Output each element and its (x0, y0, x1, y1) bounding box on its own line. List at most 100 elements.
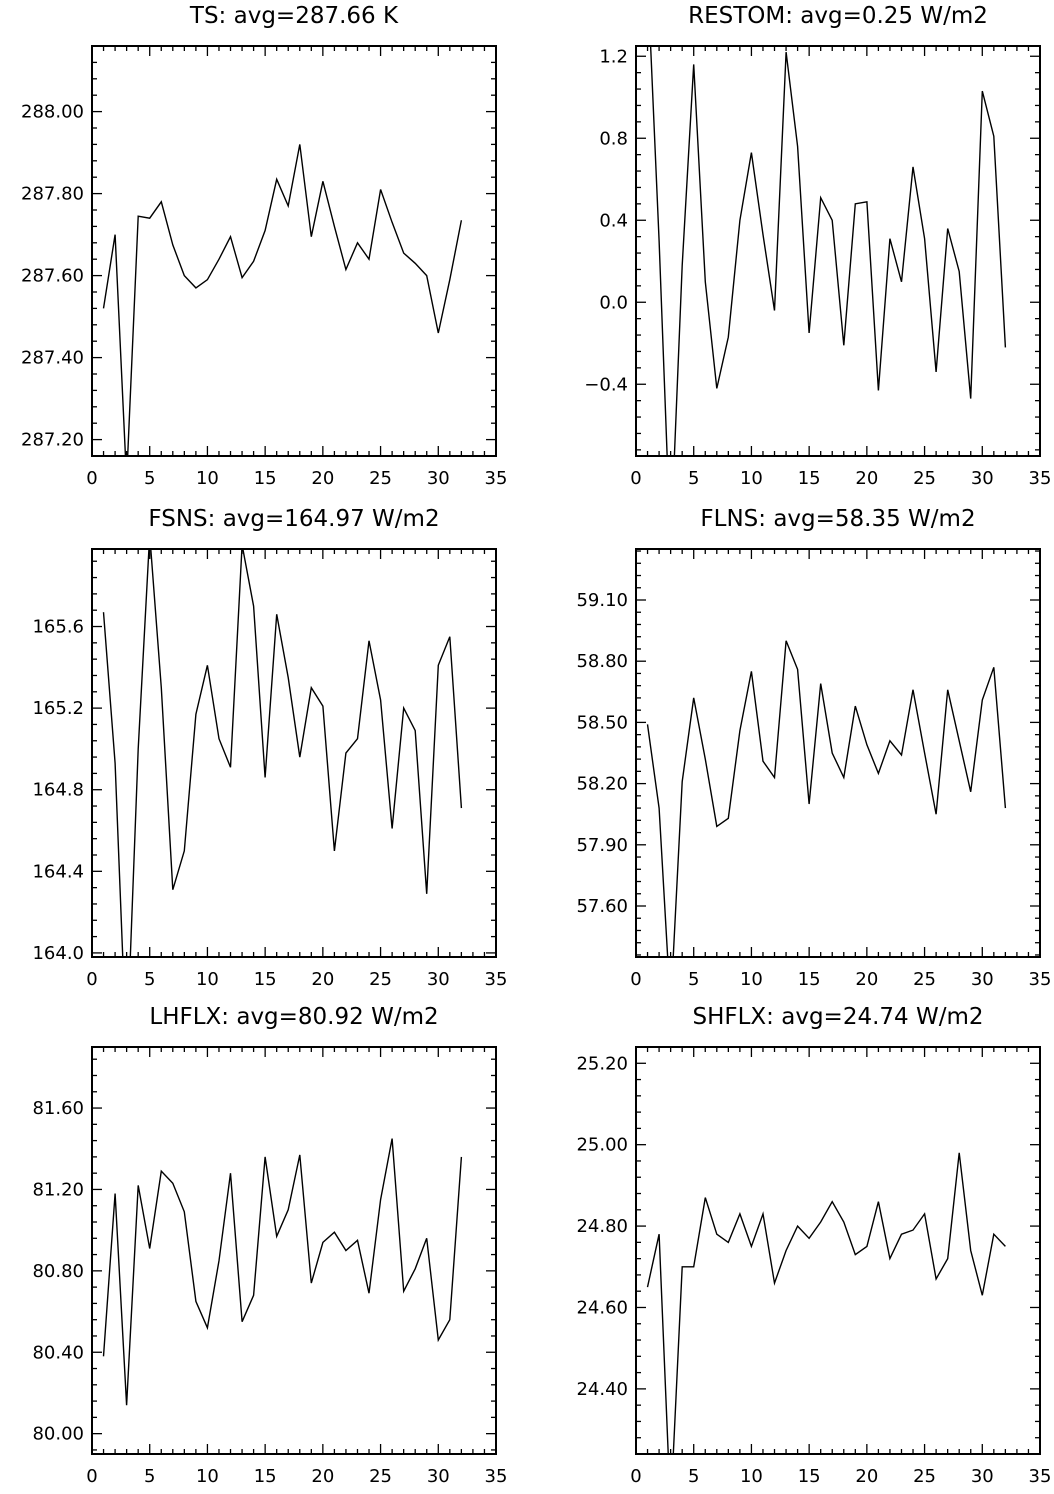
data-point (287, 676, 289, 678)
data-point (946, 689, 948, 691)
data-point (831, 1200, 833, 1202)
x-tick-label: 35 (1029, 468, 1052, 489)
data-point (299, 1154, 301, 1156)
data-point (808, 803, 810, 805)
x-tick-label: 10 (740, 468, 763, 489)
data-point (460, 1156, 462, 1158)
data-point (912, 1229, 914, 1231)
data-point (252, 605, 254, 607)
data-point (819, 682, 821, 684)
data-point (368, 640, 370, 642)
data-point (391, 1137, 393, 1139)
data-point (923, 752, 925, 754)
data-point (727, 336, 729, 338)
y-tick-label: 165.2 (32, 698, 84, 719)
data-point (426, 893, 428, 895)
data-point (322, 1241, 324, 1243)
data-point (993, 135, 995, 137)
data-point (287, 205, 289, 207)
y-axis: 164.0 164.4 164.8 165.2 165.6 (32, 560, 496, 964)
x-tick-label: 35 (1029, 1466, 1052, 1487)
data-point (149, 534, 151, 536)
data-point (935, 371, 937, 373)
x-tick-label: 30 (427, 1466, 450, 1487)
x-tick-label: 25 (369, 1466, 392, 1487)
data-point (218, 738, 220, 740)
chart-title: LHFLX: avg=80.92 W/m2 (149, 1004, 438, 1030)
data-point (149, 1247, 151, 1249)
data-point (264, 1156, 266, 1158)
y-tick-label: 0.4 (599, 210, 628, 231)
x-tick-label: 5 (688, 969, 699, 990)
data-point (460, 219, 462, 221)
x-tick-label: 30 (427, 969, 450, 990)
x-tick-label: 20 (311, 1466, 334, 1487)
x-tick-label: 25 (913, 468, 936, 489)
data-point (252, 260, 254, 262)
x-tick-label: 10 (196, 969, 219, 990)
data-point (704, 281, 706, 283)
data-point (866, 744, 868, 746)
x-tick-label: 0 (630, 1466, 641, 1487)
y-tick-label: 80.40 (32, 1342, 84, 1363)
data-point (716, 387, 718, 389)
data-point (252, 1294, 254, 1296)
data-point (356, 242, 358, 244)
data-point (287, 1209, 289, 1211)
y-tick-label: 57.60 (576, 896, 628, 917)
x-tick-label: 15 (798, 468, 821, 489)
data-point (739, 219, 741, 221)
data-point (137, 215, 139, 217)
data-point (1004, 1245, 1006, 1247)
data-point (206, 279, 208, 281)
data-point (345, 1249, 347, 1251)
data-point (414, 729, 416, 731)
y-tick-label: 287.20 (21, 430, 84, 451)
chart-title: SHFLX: avg=24.74 W/m2 (692, 1004, 983, 1030)
y-tick-label: 58.50 (576, 712, 628, 733)
data-point (356, 738, 358, 740)
data-point (716, 1233, 718, 1235)
data-point (356, 1239, 358, 1241)
data-points (646, 0, 1006, 549)
data-point (275, 178, 277, 180)
x-tick-label: 0 (86, 468, 97, 489)
data-point (785, 1249, 787, 1251)
x-tick-label: 30 (971, 969, 994, 990)
data-point (958, 270, 960, 272)
x-tick-label: 5 (144, 468, 155, 489)
x-tick-label: 30 (971, 1466, 994, 1487)
data-point (160, 1170, 162, 1172)
data-point (229, 1172, 231, 1174)
y-tick-label: 287.40 (21, 348, 84, 369)
data-point (762, 233, 764, 235)
series-line (102, 1138, 463, 1406)
data-point (866, 201, 868, 203)
data-point (172, 888, 174, 890)
x-tick-label: 10 (740, 969, 763, 990)
data-point (750, 1245, 752, 1247)
data-point (889, 1257, 891, 1259)
chart-panel-5: LHFLX: avg=80.92 W/m2 0 5 10 15 20 25 30 35 80.00… (32, 1004, 507, 1487)
y-tick-label: 80.80 (32, 1261, 84, 1282)
data-point (923, 238, 925, 240)
x-tick-label: 20 (311, 969, 334, 990)
data-point (889, 238, 891, 240)
data-point (981, 90, 983, 92)
data-point (449, 636, 451, 638)
data-point (693, 697, 695, 699)
data-point (195, 713, 197, 715)
y-axis: −0.4 0.0 0.4 0.8 1.2 (584, 46, 1040, 451)
y-tick-label: 0.0 (599, 292, 628, 313)
x-tick-label: 15 (254, 1466, 277, 1487)
data-point (658, 807, 660, 809)
x-tick-label: 0 (86, 969, 97, 990)
series-line (102, 144, 463, 456)
data-point (241, 544, 243, 546)
data-point (229, 766, 231, 768)
data-point (762, 760, 764, 762)
data-point (449, 1318, 451, 1320)
data-point (449, 279, 451, 281)
data-point (727, 1241, 729, 1243)
data-point (368, 1292, 370, 1294)
